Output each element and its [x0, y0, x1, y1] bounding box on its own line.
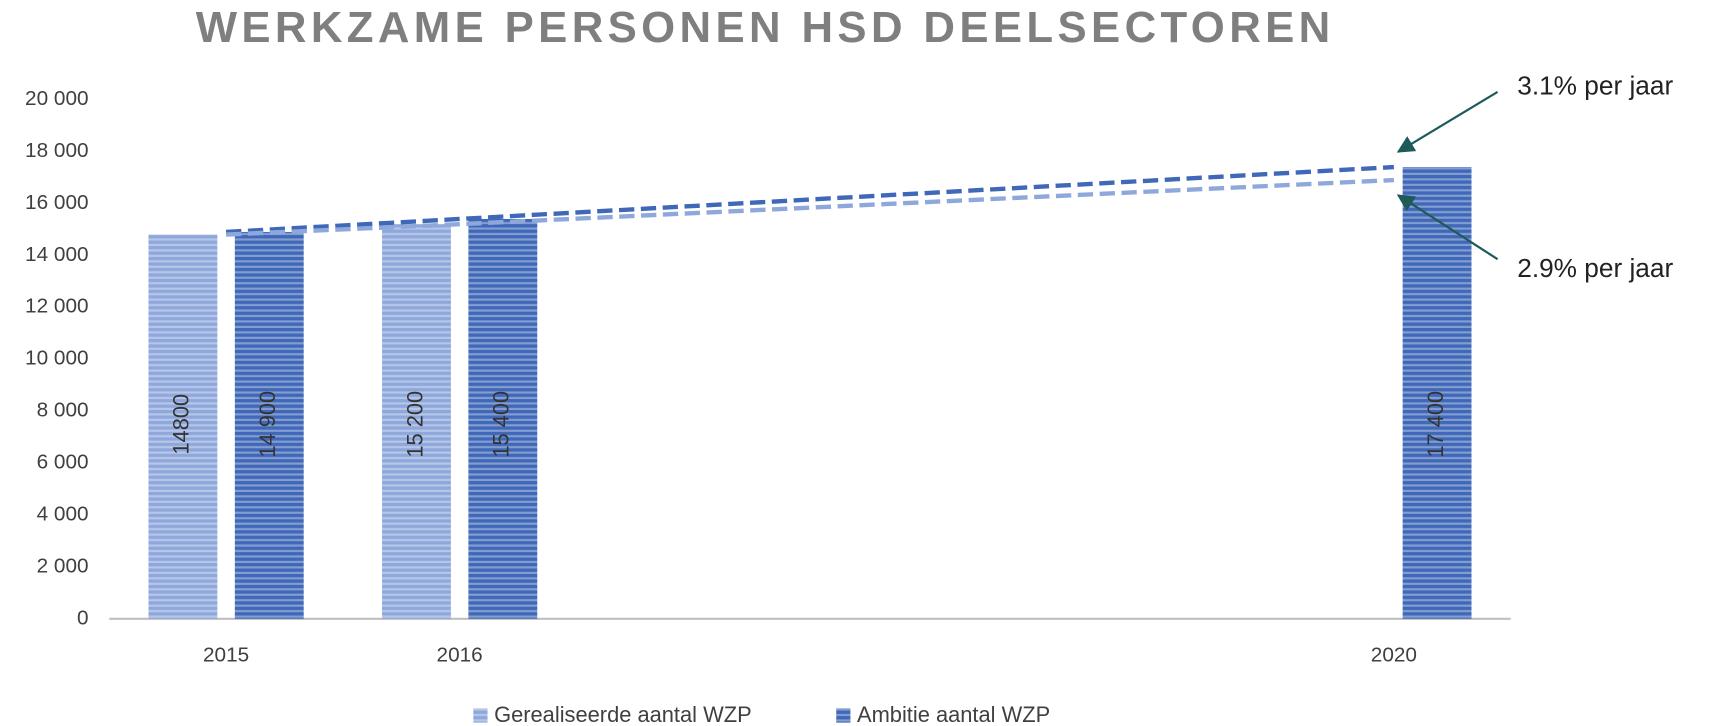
y-tick-label: 6 000: [37, 451, 89, 474]
bar: [148, 234, 218, 619]
trend-line: [225, 177, 1395, 237]
x-tick-label: 2020: [1371, 643, 1417, 666]
legend-swatch: [836, 708, 851, 723]
chart-title: WERKZAME PERSONEN HSD DEELSECTOREN: [196, 3, 1335, 52]
y-tick-label: 14 000: [25, 243, 88, 266]
y-tick-label: 18 000: [25, 139, 88, 162]
annotation-arrow: [1396, 194, 1499, 261]
annotation-arrow: [1396, 90, 1499, 153]
bar: [234, 231, 304, 619]
bar-label: 15 400: [489, 391, 514, 458]
bar: [1402, 167, 1472, 619]
y-tick-label: 12 000: [25, 295, 88, 318]
trend-line: [225, 164, 1395, 235]
legend-label: Gerealiseerde aantal WZP: [494, 702, 752, 726]
bar: [382, 224, 451, 619]
bar-label: 17 400: [1423, 391, 1448, 458]
bar-label: 15 200: [402, 391, 427, 458]
annotation: 3.1% per jaar: [1517, 70, 1673, 100]
y-tick-label: 2 000: [37, 554, 89, 577]
bar-label: 14 900: [255, 391, 280, 458]
y-tick-label: 10 000: [25, 347, 88, 370]
x-tick-label: 2015: [203, 643, 249, 666]
legend-label: Ambitie aantal WZP: [857, 702, 1050, 726]
bar-label: 14800: [169, 394, 194, 455]
bar: [468, 218, 538, 619]
y-tick-label: 0: [77, 606, 89, 629]
legend-swatch: [473, 708, 488, 723]
y-tick-label: 16 000: [25, 191, 88, 214]
y-tick-label: 8 000: [37, 399, 89, 422]
x-tick-label: 2016: [437, 643, 483, 666]
annotation: 2.9% per jaar: [1517, 253, 1673, 283]
y-tick-label: 20 000: [25, 87, 88, 110]
y-tick-label: 4 000: [37, 502, 89, 525]
